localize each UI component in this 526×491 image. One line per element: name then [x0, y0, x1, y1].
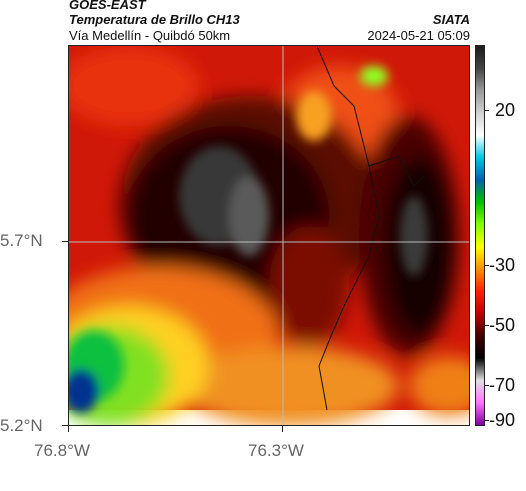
colorbar [475, 45, 485, 426]
colorbar-tick [485, 325, 489, 326]
satellite-map[interactable] [68, 45, 470, 426]
region-subtitle: Vía Medellín - Quibdó 50km [69, 28, 231, 43]
y-tick-mark [62, 241, 68, 242]
colorbar-tick [485, 420, 489, 421]
colorbar-label: -50 [489, 315, 516, 335]
y-tick-mark [62, 425, 68, 426]
colorbar-label: -70 [489, 375, 516, 395]
product-title: Temperatura de Brillo CH13 [69, 12, 240, 27]
border-line [316, 46, 380, 411]
colorbar-label: 20 [495, 100, 516, 120]
brightness-temperature-field [69, 46, 469, 425]
colorbar-tick [485, 110, 489, 111]
colorbar-tick [485, 385, 489, 386]
colorbar-tick [485, 265, 489, 266]
border-line [368, 155, 425, 187]
lon-tick-label: 76.8°W [34, 441, 90, 460]
agency-label: SIATA [432, 12, 470, 27]
satellite-title: GOES-EAST [69, 0, 146, 12]
lat-tick-label: 5.7°N [0, 231, 43, 250]
x-tick-mark [68, 426, 69, 432]
lon-tick-label: 76.3°W [248, 441, 304, 460]
colorbar-label: -90 [489, 410, 516, 430]
colorbar-label: -30 [489, 255, 516, 275]
datetime-label: 2024-05-21 05:09 [367, 28, 470, 43]
x-tick-mark [282, 426, 283, 432]
lat-tick-label: 5.2°N [0, 416, 43, 435]
